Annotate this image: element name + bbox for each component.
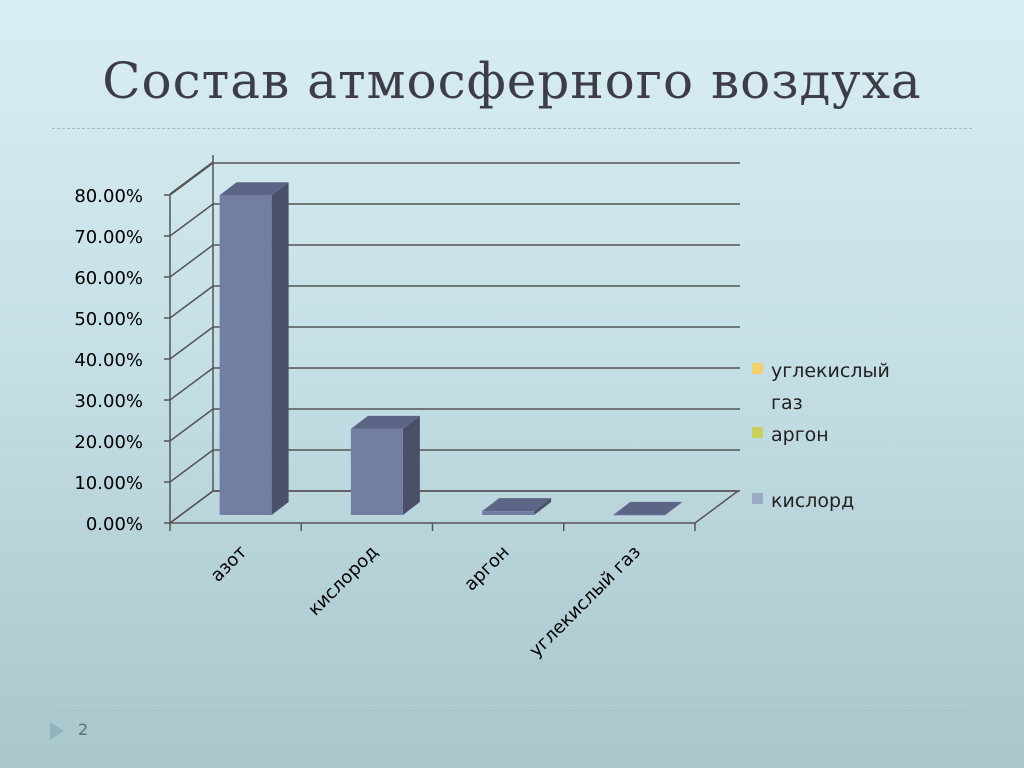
bar-side: [271, 182, 289, 515]
x-category-label: аргон: [460, 542, 514, 596]
triangle-arrow-icon: [50, 722, 64, 740]
gridline-side: [169, 326, 214, 360]
slide-number: 2: [78, 720, 89, 739]
slide-title: Состав атмосферного воздуха: [102, 52, 922, 110]
y-tick-label: 0.00%: [86, 514, 143, 535]
chart-floor: [167, 490, 741, 524]
bar-top: [219, 182, 289, 196]
x-category-label: углекислый газ: [525, 542, 645, 662]
gridline-side: [169, 285, 214, 319]
bar: [350, 428, 403, 515]
bar-top: [482, 498, 552, 512]
bar: [219, 195, 272, 515]
bar: [613, 514, 666, 516]
y-tick-label: 30.00%: [74, 391, 143, 412]
y-tick-label: 80.00%: [74, 186, 143, 207]
bar-side: [665, 501, 683, 515]
y-tick-label: 50.00%: [74, 309, 143, 330]
y-tick-label: 40.00%: [74, 350, 143, 371]
legend-label-co2: углекислый газ: [771, 360, 890, 414]
y-tick-label: 10.00%: [74, 473, 143, 494]
gridline-side: [169, 449, 214, 483]
gridline-side: [169, 162, 214, 196]
y-tick-label: 70.00%: [74, 227, 143, 248]
y-tick-label: 20.00%: [74, 432, 143, 453]
legend-label-oxygen: кислорд: [771, 490, 855, 512]
legend-swatch-argon: [752, 427, 763, 438]
bar-side: [402, 415, 420, 515]
footer-divider: [52, 710, 972, 711]
legend-swatch-co2: [752, 363, 763, 374]
gridline-side: [169, 161, 214, 195]
bar-top: [613, 501, 683, 515]
legend-label-argon: аргон: [771, 424, 829, 446]
bar: [482, 511, 535, 515]
title-divider: [52, 128, 972, 129]
bar-top: [350, 415, 420, 429]
legend-swatch-oxygen: [752, 493, 763, 504]
gridline-side: [169, 203, 214, 237]
gridline-side: [169, 244, 214, 278]
x-category-label: азот: [207, 542, 252, 587]
y-tick-label: 60.00%: [74, 268, 143, 289]
bar-side: [534, 498, 552, 515]
x-category-label: кислород: [304, 542, 382, 620]
gridline-side: [169, 367, 214, 401]
gridline-side: [169, 408, 214, 442]
